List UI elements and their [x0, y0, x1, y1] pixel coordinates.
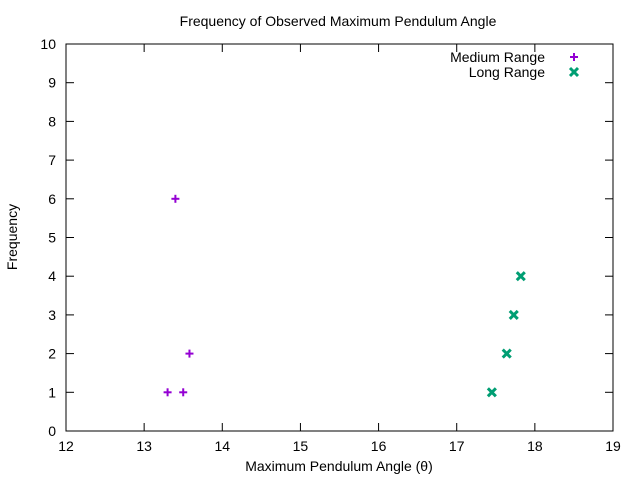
long-range-point — [501, 348, 512, 359]
medium-range-point — [163, 388, 172, 397]
legend-label-medium-range: Medium Range — [450, 49, 545, 65]
x-tick-label: 17 — [449, 438, 465, 454]
medium-range-point — [185, 349, 194, 358]
y-tick-label: 9 — [48, 75, 56, 91]
y-tick-label: 2 — [48, 346, 56, 362]
y-tick-label: 6 — [48, 191, 56, 207]
legend-label-long-range: Long Range — [469, 64, 546, 80]
long-range-point — [515, 271, 526, 282]
x-tick-label: 16 — [371, 438, 387, 454]
y-tick-label: 10 — [40, 36, 56, 52]
x-axis-label: Maximum Pendulum Angle (θ) — [245, 458, 433, 474]
x-tick-label: 15 — [293, 438, 309, 454]
y-axis-label: Frequency — [4, 204, 20, 270]
y-tick-label: 8 — [48, 113, 56, 129]
y-tick-label: 0 — [48, 423, 56, 439]
y-tick-label: 5 — [48, 230, 56, 246]
x-tick-label: 13 — [136, 438, 152, 454]
long-range-point — [486, 387, 497, 398]
plot-frame — [65, 43, 614, 432]
legend-marker-long-range — [568, 66, 580, 78]
y-tick-label: 4 — [48, 268, 56, 284]
data-points — [163, 194, 526, 398]
legend-marker-medium-range — [570, 53, 578, 61]
x-tick-label: 19 — [605, 438, 621, 454]
chart-title: Frequency of Observed Maximum Pendulum A… — [180, 13, 497, 29]
long-range-point — [508, 309, 519, 320]
y-tick-label: 1 — [48, 384, 56, 400]
x-tick-label: 18 — [527, 438, 543, 454]
x-tick-label: 14 — [214, 438, 230, 454]
medium-range-point — [171, 194, 180, 203]
x-tick-label: 12 — [58, 438, 74, 454]
medium-range-point — [179, 388, 188, 397]
y-tick-label: 3 — [48, 307, 56, 323]
y-tick-label: 7 — [48, 152, 56, 168]
